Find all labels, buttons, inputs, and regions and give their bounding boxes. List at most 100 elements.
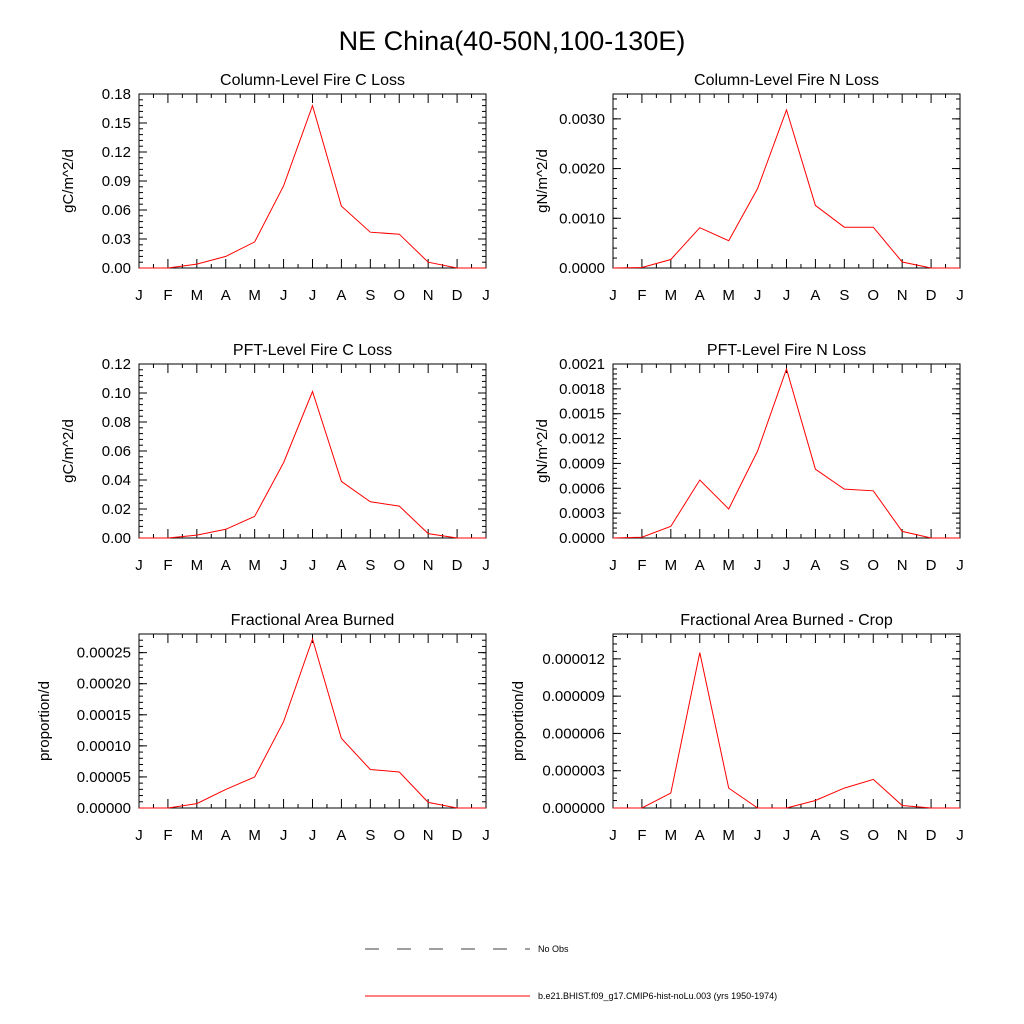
x-tick-label: A	[336, 287, 346, 304]
panel-title-column-level-fire-c-loss: Column-Level Fire C Loss	[220, 72, 405, 89]
x-tick-label: S	[365, 827, 375, 844]
panel-title-fractional-area-burned: Fractional Area Burned	[231, 612, 395, 629]
x-tick-label: J	[280, 287, 288, 304]
y-tick-label: 0.0009	[559, 455, 605, 472]
x-tick-label: J	[783, 557, 791, 574]
x-tick-label: J	[754, 287, 762, 304]
x-tick-label: N	[423, 287, 434, 304]
x-tick-label: M	[191, 827, 204, 844]
panel-title-fractional-area-burned-crop: Fractional Area Burned - Crop	[680, 612, 893, 629]
y-tick-label: 0.0010	[559, 210, 605, 227]
x-tick-label: J	[956, 557, 964, 574]
y-tick-label: 0.000003	[542, 763, 605, 780]
y-tick-label: 0.00	[102, 530, 131, 547]
plot-frame-pft-level-fire-n-loss	[612, 363, 961, 539]
x-tick-label: O	[393, 287, 405, 304]
x-tick-label: J	[135, 827, 143, 844]
y-tick-label: 0.0015	[559, 406, 605, 423]
series-line-column-level-fire-n-loss	[612, 108, 960, 269]
panel-title-column-level-fire-n-loss: Column-Level Fire N Loss	[694, 72, 879, 89]
y-tick-label: 0.0000	[559, 530, 605, 547]
y-tick-label: 0.00020	[77, 676, 131, 693]
y-tick-label: 0.09	[102, 173, 131, 190]
y-tick-label: 0.000012	[542, 651, 605, 668]
y-tick-label: 0.00	[102, 260, 131, 277]
y-tick-label: 0.00010	[77, 738, 131, 755]
x-tick-label: J	[280, 827, 288, 844]
x-tick-label: M	[722, 827, 735, 844]
x-tick-label: M	[665, 287, 678, 304]
y-tick-label: 0.00000	[77, 800, 131, 817]
y-tick-label: 0.08	[102, 414, 131, 431]
y-tick-label: 0.12	[102, 356, 131, 373]
x-tick-label: J	[135, 557, 143, 574]
x-tick-label: J	[482, 557, 490, 574]
plot-frame-fractional-area-burned-crop	[612, 633, 961, 809]
x-tick-label: J	[280, 557, 288, 574]
y-axis-label-column-level-fire-c-loss: gC/m^2/d	[60, 149, 77, 213]
y-tick-label: 0.00025	[77, 645, 131, 662]
x-tick-label: O	[867, 287, 879, 304]
series-line-pft-level-fire-c-loss	[139, 390, 486, 539]
x-tick-label: S	[839, 827, 849, 844]
x-tick-label: J	[956, 287, 964, 304]
legend: No Obs b.e21.BHIST.f09_g17.CMIP6-hist-no…	[365, 944, 777, 1001]
x-tick-label: F	[637, 557, 646, 574]
y-tick-label: 0.12	[102, 144, 131, 161]
x-tick-label: N	[897, 557, 908, 574]
x-tick-label: J	[609, 557, 617, 574]
x-tick-label: J	[482, 827, 490, 844]
x-tick-label: M	[248, 287, 261, 304]
y-tick-label: 0.0000	[559, 260, 605, 277]
x-tick-label: J	[783, 287, 791, 304]
series-line-column-level-fire-c-loss	[139, 103, 486, 269]
y-tick-label: 0.000006	[542, 725, 605, 742]
y-tick-label: 0.0030	[559, 111, 605, 128]
series-line-fractional-area-burned	[139, 637, 486, 809]
y-tick-label: 0.00015	[77, 707, 131, 724]
series-line-pft-level-fire-n-loss	[612, 367, 960, 539]
y-tick-label: 0.0021	[559, 356, 605, 373]
main-title: NE China(40-50N,100-130E)	[339, 26, 686, 56]
x-tick-label: M	[665, 827, 678, 844]
y-tick-label: 0.02	[102, 501, 131, 518]
y-tick-label: 0.06	[102, 202, 131, 219]
x-tick-label: N	[423, 557, 434, 574]
x-tick-label: O	[867, 557, 879, 574]
x-tick-label: M	[191, 287, 204, 304]
x-tick-label: J	[754, 827, 762, 844]
x-tick-label: F	[637, 287, 646, 304]
y-tick-label: 0.03	[102, 231, 131, 248]
y-axis-label-pft-level-fire-c-loss: gC/m^2/d	[60, 419, 77, 483]
x-tick-label: J	[309, 827, 317, 844]
x-tick-label: D	[926, 557, 937, 574]
x-tick-label: D	[926, 287, 937, 304]
x-tick-label: F	[163, 287, 172, 304]
y-tick-label: 0.04	[102, 472, 131, 489]
y-tick-label: 0.000009	[542, 688, 605, 705]
x-tick-label: A	[221, 557, 231, 574]
y-tick-label: 0.10	[102, 385, 131, 402]
y-tick-label: 0.0018	[559, 381, 605, 398]
x-tick-label: O	[393, 827, 405, 844]
x-tick-label: J	[783, 827, 791, 844]
x-tick-label: J	[309, 557, 317, 574]
plot-frame-fractional-area-burned	[138, 633, 487, 809]
panel-title-pft-level-fire-c-loss: PFT-Level Fire C Loss	[233, 342, 392, 359]
x-tick-label: F	[637, 827, 646, 844]
y-tick-label: 0.00005	[77, 769, 131, 786]
x-tick-label: A	[695, 557, 705, 574]
y-axis-label-pft-level-fire-n-loss: gN/m^2/d	[534, 419, 551, 483]
x-tick-label: F	[163, 557, 172, 574]
x-tick-label: A	[810, 827, 820, 844]
x-tick-label: J	[956, 827, 964, 844]
x-tick-label: M	[722, 287, 735, 304]
x-tick-label: J	[754, 557, 762, 574]
x-tick-label: J	[609, 287, 617, 304]
x-tick-label: J	[309, 287, 317, 304]
